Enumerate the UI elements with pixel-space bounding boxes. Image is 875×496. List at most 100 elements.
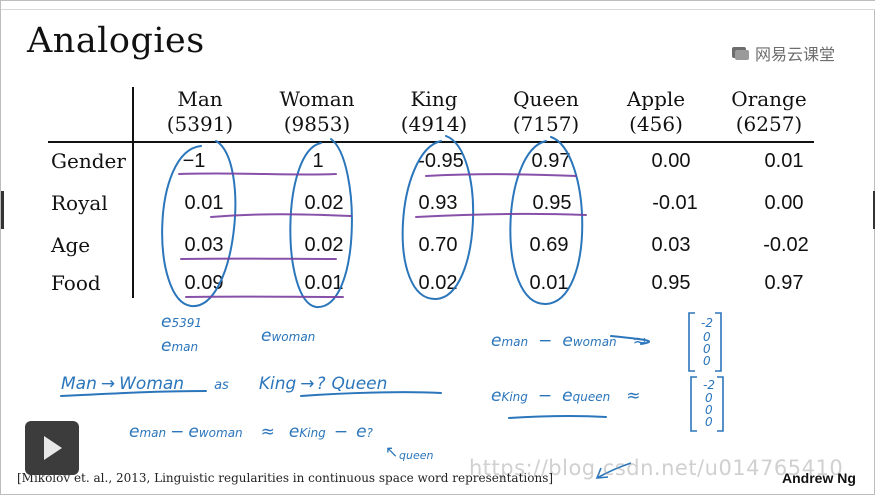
- table-cell: 0.00: [764, 192, 804, 214]
- vector-bracket: [715, 312, 722, 372]
- column-word: Woman: [279, 87, 355, 111]
- hw-sub: woman: [271, 330, 315, 344]
- hw-sub: woman: [199, 426, 243, 440]
- vector-entry: 0: [705, 415, 713, 429]
- hw-e: e: [491, 386, 501, 406]
- vector-bracket: [717, 376, 724, 432]
- svg-text:eman: eman: [161, 336, 198, 356]
- hw-sub: 5391: [171, 316, 202, 330]
- hw-sub: queen: [573, 390, 611, 404]
- hw-op: ≈: [261, 422, 275, 442]
- watermark: https://blog.csdn.net/u014765410: [469, 456, 844, 480]
- table-cell: 0.00: [651, 150, 691, 172]
- vector-bracket: [690, 376, 697, 432]
- hw-word: queen: [399, 449, 433, 462]
- hw-e: e: [356, 422, 366, 442]
- hw-sub: man: [139, 426, 166, 440]
- highlight-gender: [178, 172, 337, 176]
- hw-op: −: [334, 422, 348, 442]
- hw-op: −: [538, 331, 552, 351]
- column-header-apple: Apple (456): [601, 87, 711, 137]
- column-header-queen: Queen (7157): [491, 87, 601, 137]
- hw-e: e: [289, 422, 299, 442]
- top-border: [1, 1, 875, 10]
- hw-op: ≈: [633, 331, 647, 351]
- table-cell: 0.03: [184, 234, 224, 256]
- hw-e: e: [491, 331, 501, 351]
- row-label-royal: Royal: [51, 191, 108, 215]
- hw-e: e: [129, 422, 139, 442]
- hw-e: e: [161, 312, 171, 332]
- hw-e: e: [562, 331, 572, 351]
- column-index: (9853): [283, 112, 351, 136]
- table-cell: 0.09: [184, 272, 224, 294]
- citation: [Mikolov et. al., 2013, Linguistic regul…: [17, 471, 554, 485]
- row-label-food: Food: [51, 271, 101, 295]
- table-cell: 1: [312, 150, 324, 172]
- logo: 网易云课堂: [731, 41, 835, 65]
- hw-sub: man: [171, 340, 198, 354]
- netease-cloud-icon: [731, 45, 749, 61]
- table-vertical-rule: [132, 87, 134, 298]
- hw-sub: King: [299, 426, 326, 440]
- table-horizontal-rule: [48, 141, 814, 143]
- table-cell: 0.93: [418, 192, 458, 214]
- table-cell: 0.97: [531, 150, 571, 172]
- svg-text:eman−ewoman≈eKing−e?: eman − ewoman ≈ eKing − e?: [129, 422, 374, 442]
- vector-entry: 0: [703, 342, 711, 356]
- table-cell: 0.70: [418, 234, 458, 256]
- hw-word: as: [214, 378, 229, 393]
- table-cell: 0.02: [304, 234, 344, 256]
- column-index: (4914): [400, 112, 468, 136]
- table-cell: 0.97: [764, 272, 804, 294]
- hw-e: e: [161, 336, 171, 356]
- column-header-woman: Woman (9853): [262, 87, 372, 137]
- table-cell: −1: [182, 150, 206, 172]
- table-cell: 0.03: [651, 234, 691, 256]
- table-cell: 0.02: [418, 272, 458, 294]
- table-cell: -0.01: [652, 192, 698, 214]
- table-cell: -0.95: [418, 150, 464, 172]
- table-cell: 0.95: [532, 192, 572, 214]
- hw-word: ?: [317, 374, 326, 394]
- hw-word: Queen: [332, 374, 388, 394]
- table-cell: 0.01: [529, 272, 569, 294]
- svg-text:eKing−equeen≈: eKing − equeen ≈: [491, 386, 640, 406]
- hw-sub: ?: [367, 426, 374, 440]
- vector-entry: 0: [703, 354, 711, 368]
- table-cell: -0.02: [763, 234, 809, 256]
- vector-entry: -2: [703, 378, 715, 392]
- hw-op: −: [538, 386, 552, 406]
- column-index: (7157): [512, 112, 580, 136]
- hw-word: Man: [61, 374, 97, 394]
- hw-sub: woman: [573, 335, 617, 349]
- svg-text:ewoman: ewoman: [261, 326, 315, 346]
- table-cell: 0.02: [304, 192, 344, 214]
- slide-title: Analogies: [27, 21, 205, 61]
- vector-entry: 0: [703, 330, 711, 344]
- row-label-gender: Gender: [51, 149, 126, 173]
- left-edge-marker: [1, 191, 4, 229]
- hw-op: ≈: [626, 386, 640, 406]
- hw-op: −: [170, 422, 184, 442]
- hw-e: e: [562, 386, 572, 406]
- vector-bracket: [688, 312, 695, 372]
- table-cell: 0.95: [651, 272, 691, 294]
- author-name: Andrew Ng: [782, 470, 856, 486]
- hw-sub: man: [501, 335, 528, 349]
- svg-text:eman−ewoman≈: eman − ewoman ≈: [491, 331, 647, 351]
- column-index: (456): [629, 112, 683, 136]
- column-word: Man: [177, 87, 223, 111]
- play-icon: [44, 436, 62, 460]
- play-button[interactable]: [25, 421, 79, 475]
- table-cell: 0.69: [529, 234, 569, 256]
- table-cell: 0.01: [184, 192, 224, 214]
- table-cell: 0.01: [764, 150, 804, 172]
- column-index: (5391): [166, 112, 234, 136]
- hw-word: King: [259, 374, 297, 394]
- column-word: Orange: [731, 87, 807, 111]
- hw-e: e: [188, 422, 198, 442]
- column-header-king: King (4914): [379, 87, 489, 137]
- svg-text:↖: ↖: [385, 442, 398, 461]
